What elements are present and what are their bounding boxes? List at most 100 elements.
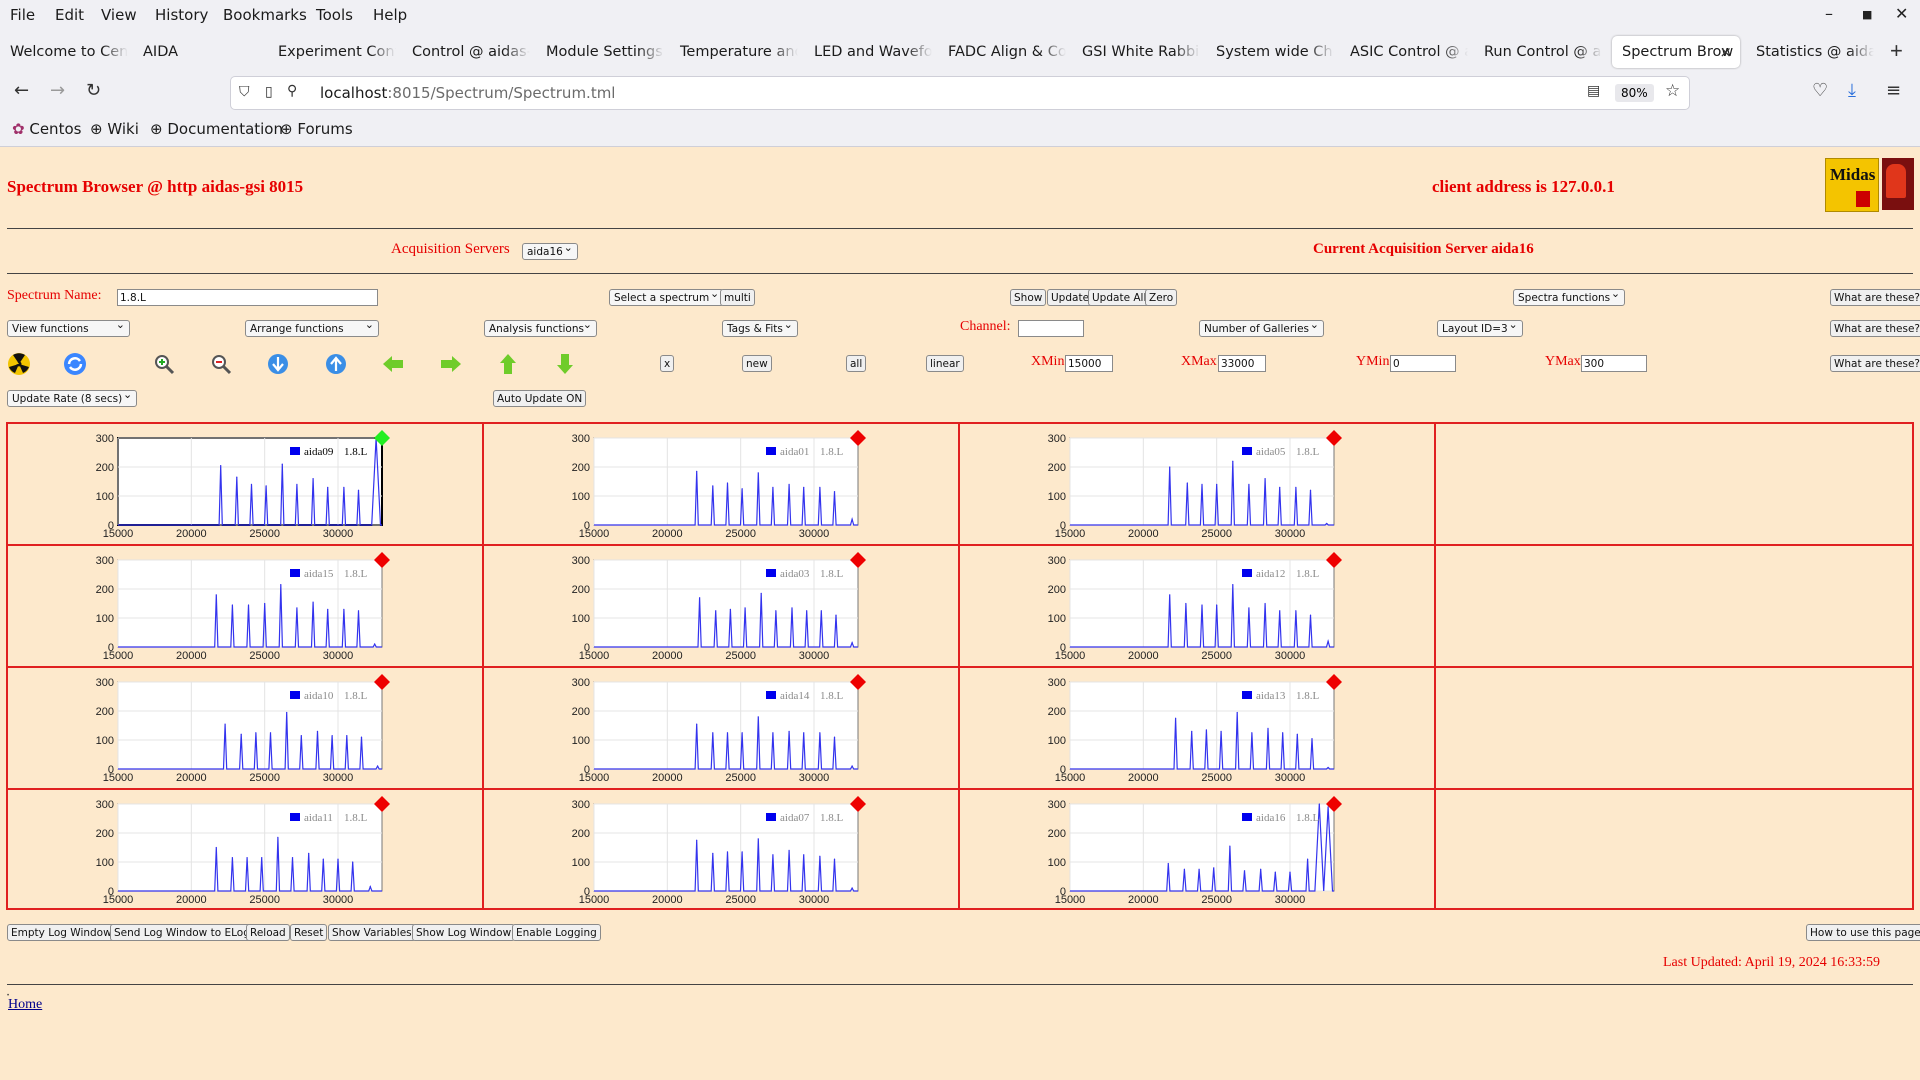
spectrum-plot[interactable]: 0 100 200 300 15000 20000 25000 30000 aida16 1.8.…: [960, 790, 1430, 908]
spectrum-cell[interactable]: 0 100 200 300 15000 20000 25000 30000 aida14 1.8.…: [484, 668, 960, 790]
spectrum-plot[interactable]: 0 100 200 300 15000 20000 25000 30000 aida01 1.8.…: [484, 424, 954, 542]
arrow-up-icon[interactable]: [496, 352, 520, 376]
select-marker-icon[interactable]: [374, 796, 390, 812]
ymin-input[interactable]: 0: [1390, 355, 1456, 372]
new-button[interactable]: new: [742, 355, 772, 372]
reload-icon[interactable]: ↻: [86, 80, 102, 101]
selected-marker-icon[interactable]: [374, 430, 390, 446]
spectrum-plot[interactable]: 0 100 200 300 15000 20000 25000 30000 aida03 1.8.…: [484, 546, 954, 664]
acquisition-server-select[interactable]: aida16: [522, 241, 578, 260]
analysis-functions-dropdown[interactable]: Analysis functions: [484, 318, 597, 337]
forward-icon[interactable]: →: [50, 80, 66, 101]
bookmark-documentation[interactable]: ⊕ Documentation: [150, 120, 283, 138]
maximize-icon[interactable]: ■: [1862, 8, 1873, 21]
bottom-button-show-log-window[interactable]: Show Log Window: [412, 924, 516, 941]
reader-view-icon[interactable]: ▤: [1587, 82, 1601, 98]
x-button[interactable]: x: [660, 355, 675, 372]
spectrum-cell[interactable]: 0 100 200 300 15000 20000 25000 30000 aida03 1.8.…: [484, 546, 960, 668]
select-marker-icon[interactable]: [374, 552, 390, 568]
spectrum-plot[interactable]: 0 100 200 300 15000 20000 25000 30000 aida15 1.8.…: [8, 546, 478, 664]
bottom-button-empty-log-window[interactable]: Empty Log Window: [7, 924, 116, 941]
layout-dropdown[interactable]: Layout ID=3: [1437, 318, 1523, 337]
spectrum-cell[interactable]: 0 100 200 300 15000 20000 25000 30000 aida13 1.8.…: [960, 668, 1436, 790]
select-marker-icon[interactable]: [1326, 674, 1342, 690]
tags-fits-dropdown[interactable]: Tags & Fits: [722, 318, 798, 337]
spectrum-cell[interactable]: 0 100 200 300 15000 20000 25000 30000 aida01 1.8.…: [484, 424, 960, 546]
tab[interactable]: GSI White Rabbit: [1072, 36, 1200, 68]
spectrum-plot[interactable]: 0 100 200 300 15000 20000 25000 30000 aida10 1.8.…: [8, 668, 478, 786]
bottom-button-reload[interactable]: Reload: [246, 924, 290, 941]
arrow-up-circle-icon[interactable]: [324, 352, 348, 376]
hamburger-menu-icon[interactable]: ≡: [1886, 80, 1902, 101]
select-marker-icon[interactable]: [850, 552, 866, 568]
select-marker-icon[interactable]: [850, 796, 866, 812]
spectrum-cell[interactable]: 0 100 200 300 15000 20000 25000 30000 aida05 1.8.…: [960, 424, 1436, 546]
menu-bookmarks[interactable]: Bookmarks: [223, 6, 307, 24]
select-marker-icon[interactable]: [374, 674, 390, 690]
bookmark-forums[interactable]: ⊕ Forums: [280, 120, 353, 138]
update-rate-dropdown[interactable]: Update Rate (8 secs): [7, 388, 138, 407]
menu-view[interactable]: View: [101, 6, 137, 24]
ymax-input[interactable]: 300: [1581, 355, 1647, 372]
tab[interactable]: Experiment Contr: [268, 36, 396, 68]
select-marker-icon[interactable]: [1326, 552, 1342, 568]
xmax-input[interactable]: 33000: [1218, 355, 1266, 372]
all-button[interactable]: all: [846, 355, 867, 372]
what-are-these-button[interactable]: What are these?: [1830, 320, 1920, 337]
new-tab-icon[interactable]: +: [1890, 38, 1903, 63]
close-window-icon[interactable]: ✕: [1895, 4, 1909, 23]
what-are-these-button[interactable]: What are these?: [1830, 289, 1920, 306]
arrow-right-icon[interactable]: [439, 352, 463, 376]
menu-history[interactable]: History: [155, 6, 209, 24]
select-marker-icon[interactable]: [850, 674, 866, 690]
show-button[interactable]: Show: [1010, 289, 1047, 306]
spectrum-cell[interactable]: 0 100 200 300 15000 20000 25000 30000 aida12 1.8.…: [960, 546, 1436, 668]
refresh-icon[interactable]: [63, 352, 87, 376]
spectrum-cell[interactable]: 0 100 200 300 15000 20000 25000 30000 aida15 1.8.…: [8, 546, 484, 668]
menu-help[interactable]: Help: [373, 6, 408, 24]
how-to-use-button[interactable]: How to use this page: [1806, 924, 1920, 941]
select-marker-icon[interactable]: [1326, 430, 1342, 446]
spectrum-plot[interactable]: 0 100 200 300 15000 20000 25000 30000 aida13 1.8.…: [960, 668, 1430, 786]
arrow-down-circle-icon[interactable]: [266, 352, 290, 376]
auto-update-button[interactable]: Auto Update ON: [493, 390, 587, 407]
tab[interactable]: FADC Align & Co: [938, 36, 1066, 68]
spectrum-cell[interactable]: 0 100 200 300 15000 20000 25000 30000 aida07 1.8.…: [484, 790, 960, 908]
menu-tools[interactable]: Tools: [316, 6, 353, 24]
url-bar[interactable]: ⛉ ▯ ⚲ ▤ ☆: [231, 77, 1689, 109]
arrow-left-icon[interactable]: [381, 352, 405, 376]
tab[interactable]: AIDA: [133, 36, 261, 68]
spectrum-plot[interactable]: 0 100 200 300 15000 20000 25000 30000 aida07 1.8.…: [484, 790, 954, 908]
zero-button[interactable]: Zero: [1145, 289, 1178, 306]
zoom-level[interactable]: 80%: [1615, 84, 1654, 102]
xmin-input[interactable]: 15000: [1065, 355, 1113, 372]
spectrum-cell[interactable]: 0 100 200 300 15000 20000 25000 30000 aida11 1.8.…: [8, 790, 484, 908]
zoom-in-icon[interactable]: [152, 352, 176, 376]
spectrum-plot[interactable]: 0 100 200 300 15000 20000 25000 30000 aida14 1.8.…: [484, 668, 954, 786]
spectra-functions-dropdown[interactable]: Spectra functions: [1513, 287, 1626, 306]
tab[interactable]: Run Control @ ai: [1474, 36, 1602, 68]
permissions-icon[interactable]: ⚲: [287, 82, 298, 98]
back-icon[interactable]: ←: [14, 80, 30, 101]
multi-button[interactable]: multi: [720, 289, 755, 306]
tab[interactable]: System wide Che: [1206, 36, 1334, 68]
bottom-button-send-log-window-to-elog[interactable]: Send Log Window to ELog: [110, 924, 254, 941]
bottom-button-reset[interactable]: Reset: [290, 924, 328, 941]
channel-input[interactable]: [1018, 320, 1084, 337]
update-all-button[interactable]: Update All: [1088, 289, 1151, 306]
bottom-button-enable-logging[interactable]: Enable Logging: [512, 924, 601, 941]
tab[interactable]: Welcome to Cent: [0, 36, 128, 68]
bottom-button-show-variables[interactable]: Show Variables: [328, 924, 416, 941]
zoom-out-icon[interactable]: [209, 352, 233, 376]
tab[interactable]: Control @ aidas-: [402, 36, 530, 68]
spectrum-plot[interactable]: 0 100 200 300 15000 20000 25000 30000 aida05 1.8.…: [960, 424, 1430, 542]
spectrum-name-input[interactable]: 1.8.L: [117, 289, 378, 306]
menu-edit[interactable]: Edit: [55, 6, 85, 24]
select-marker-icon[interactable]: [1326, 796, 1342, 812]
spectrum-plot[interactable]: 0 100 200 300 15000 20000 25000 30000 aida12 1.8.…: [960, 546, 1430, 664]
menu-file[interactable]: File: [10, 6, 36, 24]
tab[interactable]: ASIC Control @ a: [1340, 36, 1468, 68]
pocket-icon[interactable]: ♡: [1812, 80, 1829, 101]
arrange-functions-dropdown[interactable]: Arrange functions: [245, 318, 379, 337]
minimize-icon[interactable]: –: [1825, 4, 1833, 23]
